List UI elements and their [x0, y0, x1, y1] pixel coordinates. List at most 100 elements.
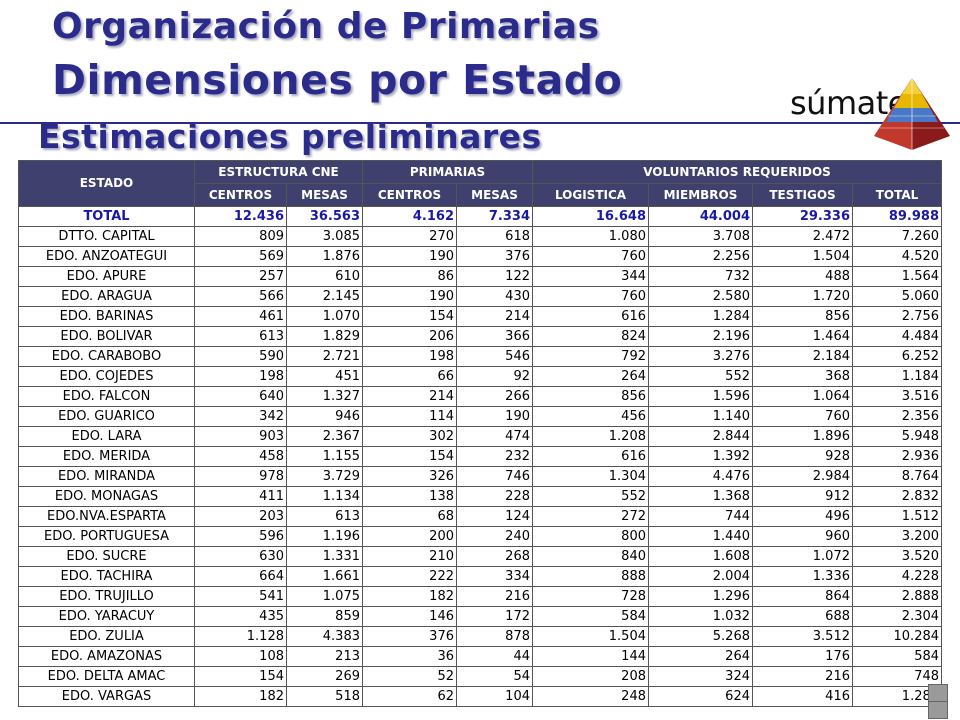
table-cell: 1.661 — [286, 566, 363, 587]
state-name-cell: TOTAL — [18, 206, 195, 227]
nav-back-icon[interactable] — [928, 684, 948, 702]
table-cell: 888 — [532, 566, 649, 587]
table-cell: 616 — [532, 446, 649, 467]
table-row: EDO. ZULIA 1.128 4.383 376 878 1.504 5.268 3.51… — [18, 626, 943, 647]
table-cell: 154 — [194, 666, 287, 687]
table-cell: 566 — [194, 286, 287, 307]
table-cell: 2.832 — [851, 486, 943, 507]
table-cell: 4.476 — [648, 466, 753, 487]
table-row: EDO. YARACUY 435 859 146 172 584 1.032 688 2.304 — [18, 606, 943, 627]
table-cell: 36 — [362, 646, 457, 667]
table-cell: 190 — [362, 246, 457, 267]
table-cell: 7.334 — [456, 206, 533, 227]
table-cell: 552 — [532, 486, 649, 507]
table-body: TOTAL 12.436 36.563 4.162 7.334 16.648 44.004 2… — [18, 206, 943, 707]
table-row: EDO. VARGAS 182 518 62 104 248 624 416 1.288 — [18, 686, 943, 707]
table-cell: 4.162 — [362, 206, 457, 227]
table-cell: 474 — [456, 426, 533, 447]
table-cell: 66 — [362, 366, 457, 387]
table-row: EDO. MONAGAS 411 1.134 138 228 552 1.368 912 2.8… — [18, 486, 943, 507]
table-cell: 344 — [532, 266, 649, 287]
table-cell: 1.128 — [194, 626, 287, 647]
table-cell: 688 — [752, 606, 853, 627]
state-name-cell: EDO. YARACUY — [18, 606, 195, 627]
table-cell: 154 — [362, 306, 457, 327]
table-cell: 616 — [532, 306, 649, 327]
table-cell: 590 — [194, 346, 287, 367]
table-cell: 326 — [362, 466, 457, 487]
table-cell: 1.064 — [752, 386, 853, 407]
table-cell: 114 — [362, 406, 457, 427]
table-cell: 3.200 — [851, 526, 943, 547]
table-cell: 978 — [194, 466, 287, 487]
table-cell: 5.060 — [851, 286, 943, 307]
table-cell: 1.440 — [648, 526, 753, 547]
table-cell: 208 — [532, 666, 649, 687]
table-cell: 1.896 — [752, 426, 853, 447]
table-cell: 552 — [648, 366, 753, 387]
table-cell: 1.134 — [286, 486, 363, 507]
table-cell: 732 — [648, 266, 753, 287]
table-cell: 800 — [532, 526, 649, 547]
table-cell: 4.484 — [851, 326, 943, 347]
table-row: EDO. MERIDA 458 1.155 154 232 616 1.392 928 2.93… — [18, 446, 943, 467]
table-cell: 5.948 — [851, 426, 943, 447]
table-cell: 44.004 — [648, 206, 753, 227]
table-cell: 3.708 — [648, 226, 753, 247]
table-cell: 744 — [648, 506, 753, 527]
table-cell: 366 — [456, 326, 533, 347]
table-cell: 1.608 — [648, 546, 753, 567]
table-row: DTTO. CAPITAL 809 3.085 270 618 1.080 3.708 2.4… — [18, 226, 943, 247]
table-cell: 1.296 — [648, 586, 753, 607]
table-cell: 214 — [456, 306, 533, 327]
table-cell: 728 — [532, 586, 649, 607]
table-cell: 190 — [362, 286, 457, 307]
table-cell: 1.331 — [286, 546, 363, 567]
table-row: EDO. APURE 257 610 86 122 344 732 488 1.564 — [18, 266, 943, 287]
group-header-estructura-cne: ESTRUCTURA CNE — [194, 160, 363, 184]
table-cell: 272 — [532, 506, 649, 527]
table-cell: 12.436 — [194, 206, 287, 227]
table-cell: 1.464 — [752, 326, 853, 347]
table-cell: 624 — [648, 686, 753, 707]
table-row: EDO. TACHIRA 664 1.661 222 334 888 2.004 1.336 4… — [18, 566, 943, 587]
table-cell: 10.284 — [851, 626, 943, 647]
table-cell: 546 — [456, 346, 533, 367]
table-cell: 1.155 — [286, 446, 363, 467]
table-row: EDO. LARA 903 2.367 302 474 1.208 2.844 1.896 5.… — [18, 426, 943, 447]
table-cell: 859 — [286, 606, 363, 627]
table-cell: 2.721 — [286, 346, 363, 367]
table-cell: 640 — [194, 386, 287, 407]
table-cell: 52 — [362, 666, 457, 687]
table-cell: 190 — [456, 406, 533, 427]
column-header-total: TOTAL — [851, 183, 943, 207]
group-header-voluntarios: VOLUNTARIOS REQUERIDOS — [531, 160, 943, 184]
table-cell: 496 — [752, 506, 853, 527]
table-cell: 610 — [286, 266, 363, 287]
table-cell: 1.080 — [532, 226, 649, 247]
column-header-logistica: LOGISTICA — [532, 183, 649, 207]
nav-forward-icon[interactable] — [928, 701, 948, 719]
state-name-cell: EDO. FALCON — [18, 386, 195, 407]
state-name-cell: EDO. TACHIRA — [18, 566, 195, 587]
table-row: EDO. DELTA AMAC 154 269 52 54 208 324 216 748 — [18, 666, 943, 687]
state-name-cell: EDO. ZULIA — [18, 626, 195, 647]
table-cell: 2.356 — [851, 406, 943, 427]
table-cell: 1.208 — [532, 426, 649, 447]
table-cell: 2.756 — [851, 306, 943, 327]
table-cell: 1.596 — [648, 386, 753, 407]
table-row: EDO. CARABOBO 590 2.721 198 546 792 3.276 2.184… — [18, 346, 943, 367]
column-header-estado: ESTADO — [18, 160, 195, 207]
table-cell: 856 — [532, 386, 649, 407]
table-cell: 411 — [194, 486, 287, 507]
table-cell: 1.564 — [851, 266, 943, 287]
table-cell: 257 — [194, 266, 287, 287]
table-cell: 4.520 — [851, 246, 943, 267]
table-cell: 613 — [286, 506, 363, 527]
table-cell: 613 — [194, 326, 287, 347]
table-cell: 62 — [362, 686, 457, 707]
table-cell: 1.504 — [752, 246, 853, 267]
table-cell: 3.520 — [851, 546, 943, 567]
state-name-cell: EDO. APURE — [18, 266, 195, 287]
group-header-primarias: PRIMARIAS — [362, 160, 533, 184]
